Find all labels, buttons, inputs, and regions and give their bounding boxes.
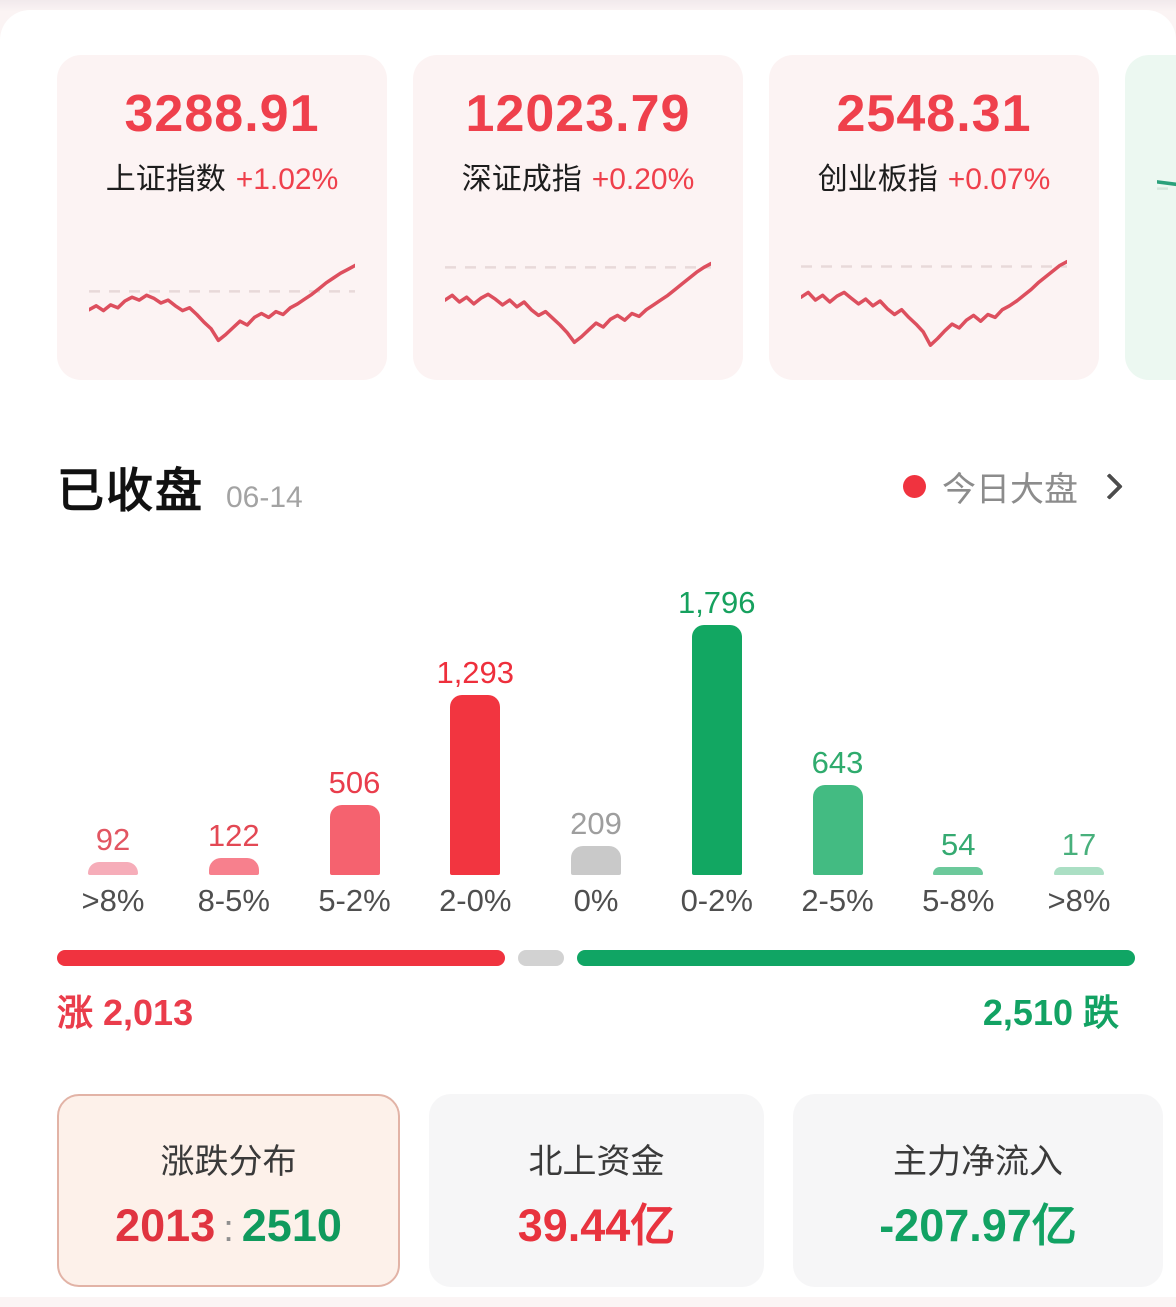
sparkline-series <box>89 263 355 342</box>
histogram-column: 122 8-5% <box>174 820 294 916</box>
flat-segment <box>517 950 564 966</box>
index-change-percent: +0.07% <box>947 162 1051 196</box>
index-value: 2548.31 <box>836 85 1032 143</box>
stat-title: 涨跌分布 <box>160 1142 297 1181</box>
histogram-column: 506 5-2% <box>295 767 415 916</box>
bar-value-label: 506 <box>328 765 381 800</box>
today-market-label: 今日大盘 <box>942 471 1078 509</box>
today-market-link[interactable]: 今日大盘 <box>903 462 1123 511</box>
index-name: 创业板指 <box>817 162 938 196</box>
histogram-bar <box>88 862 138 875</box>
decliners-count-label: 2,510 跌 <box>982 992 1119 1033</box>
histogram-bar <box>329 805 380 875</box>
bar-value-label: 54 <box>941 827 976 862</box>
bar-category-label: 5-8% <box>922 883 995 918</box>
bar-value-label: 17 <box>1061 827 1097 862</box>
bar-category-label: 2-0% <box>439 883 512 918</box>
sparkline-series <box>445 261 711 344</box>
index-name: 深证成指 <box>461 162 582 196</box>
index-sparkline-chart <box>89 263 355 342</box>
bar-value-label: 1,293 <box>436 655 515 690</box>
gain-loss-histogram: 92 >8% 122 8-5% 506 5-2% 1,293 2-0% 209 0% 1,796 0-… <box>53 587 1139 916</box>
index-change-percent: +0.20% <box>591 162 695 196</box>
distribution-ratio-value: 2013:2510 <box>115 1203 342 1248</box>
bar-value-label: 92 <box>95 822 131 857</box>
bar-category-label: 2-5% <box>801 883 874 918</box>
bar-value-label: 643 <box>811 745 864 780</box>
bar-value-label: 1,796 <box>677 585 756 620</box>
index-sparkline-chart <box>445 261 711 344</box>
histogram-bar <box>450 695 501 875</box>
index-value: 12023.79 <box>465 85 691 143</box>
stat-title: 主力净流入 <box>893 1142 1063 1181</box>
section-title-group: 已收盘 06-14 <box>57 452 303 521</box>
histogram-column: 643 2-5% <box>778 747 898 916</box>
red-dot-icon <box>903 475 926 498</box>
index-card[interactable]: 12023.79 深证成指 +0.20% <box>413 55 743 380</box>
histogram-bar <box>933 867 984 875</box>
histogram-column: 209 0% <box>536 808 656 916</box>
index-change-percent: +1.02% <box>235 162 339 196</box>
bar-category-label: >8% <box>1047 883 1111 918</box>
histogram-bar <box>691 625 742 875</box>
bar-category-label: 0% <box>573 883 619 918</box>
advancers-number: 2013 <box>115 1199 216 1251</box>
stat-title: 北上资金 <box>528 1142 665 1181</box>
bar-category-label: 0-2% <box>680 883 753 918</box>
bar-category-label: 8-5% <box>197 883 270 918</box>
stat-card-main-inflow[interactable]: 主力净流入 -207.97亿 <box>793 1094 1163 1287</box>
northbound-value: 39.44亿 <box>517 1199 676 1251</box>
index-card-row: 3288.91 上证指数 +1.02% 12023.79 深证成指 +0.20% 2548.… <box>0 10 1176 380</box>
ratio-bar-gap <box>505 950 518 966</box>
chevron-right-icon <box>1096 473 1123 500</box>
bar-category-label: >8% <box>81 883 145 918</box>
market-status-title: 已收盘 <box>57 464 204 517</box>
histogram-bar <box>812 785 863 875</box>
histogram-column: 92 >8% <box>53 824 173 916</box>
up-down-ratio-bar <box>57 950 1135 966</box>
bar-category-label: 5-2% <box>318 883 391 918</box>
sparkline-series <box>801 259 1067 347</box>
histogram-column: 1,796 0-2% <box>657 587 777 916</box>
stat-card-distribution[interactable]: 涨跌分布 2013:2510 <box>57 1094 400 1287</box>
index-card[interactable]: 2548.31 创业板指 +0.07% <box>769 55 1099 380</box>
histogram-bar <box>208 858 259 875</box>
section-header: 已收盘 06-14 今日大盘 <box>57 452 1123 521</box>
index-name-row: 深证成指 +0.20% <box>462 154 695 198</box>
index-sparkline-chart <box>801 259 1067 347</box>
histogram-column: 54 5-8% <box>898 829 1018 916</box>
decliners-segment <box>576 950 1135 966</box>
market-overview-panel: 3288.91 上证指数 +1.02% 12023.79 深证成指 +0.20% 2548.… <box>0 10 1176 1297</box>
ratio-bar-gap <box>564 950 577 966</box>
market-date: 06-14 <box>226 481 303 514</box>
index-name-row: 创业板指 +0.07% <box>818 154 1051 198</box>
stat-card-row: 涨跌分布 2013:2510 北上资金 39.44亿 主力净流入 -207.97… <box>57 1094 1163 1287</box>
advancers-segment <box>57 950 505 966</box>
decliners-number: 2510 <box>241 1199 342 1251</box>
index-name: 上证指数 <box>105 162 226 196</box>
index-card[interactable] <box>1125 55 1176 380</box>
histogram-bar <box>1054 867 1104 875</box>
index-card[interactable]: 3288.91 上证指数 +1.02% <box>57 55 387 380</box>
histogram-bar <box>571 846 621 875</box>
index-value: 3288.91 <box>124 85 320 143</box>
main-inflow-value: -207.97亿 <box>879 1199 1077 1251</box>
index-sparkline-chart <box>1157 180 1176 190</box>
stat-card-northbound[interactable]: 北上资金 39.44亿 <box>429 1094 764 1287</box>
advancers-count-label: 涨 2,013 <box>57 992 194 1033</box>
ratio-separator: : <box>223 1207 234 1250</box>
bar-value-label: 122 <box>207 818 260 853</box>
ratio-labels: 涨 2,013 2,510 跌 <box>57 984 1119 1036</box>
bar-value-label: 209 <box>570 806 622 841</box>
histogram-column: 1,293 2-0% <box>415 657 535 916</box>
index-name-row: 上证指数 +1.02% <box>106 154 339 198</box>
histogram-column: 17 >8% <box>1019 829 1139 916</box>
